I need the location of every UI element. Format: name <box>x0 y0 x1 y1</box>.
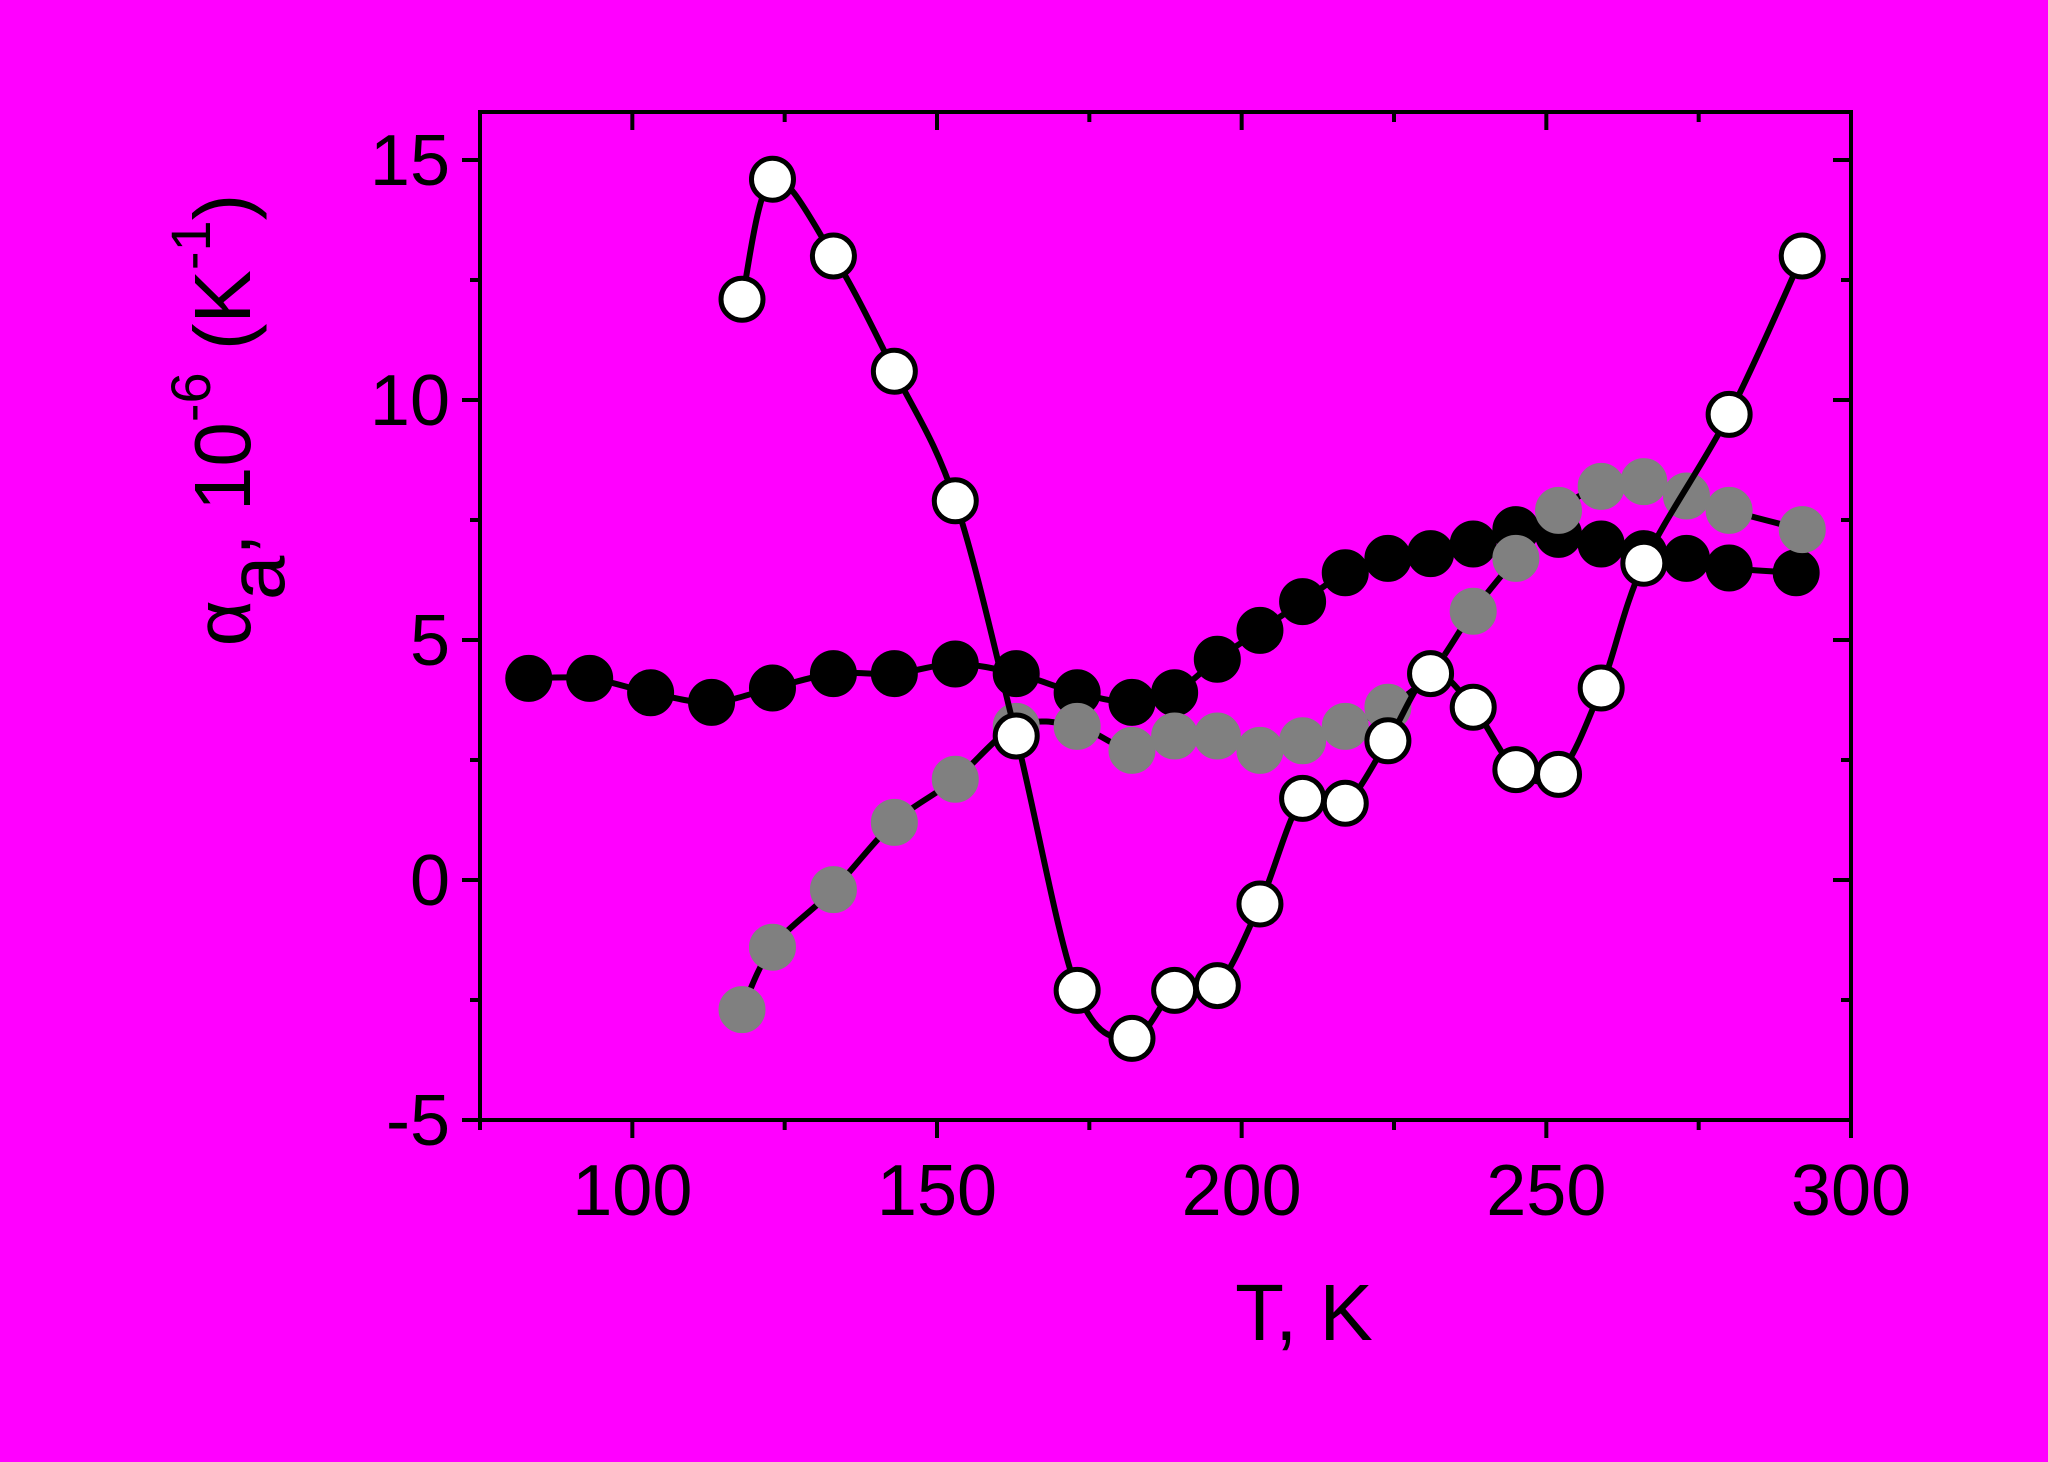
data-point <box>1236 726 1284 774</box>
data-point <box>1364 717 1412 765</box>
x-tick-label: 300 <box>1791 1151 1911 1231</box>
data-point <box>1449 520 1497 568</box>
data-point <box>1236 606 1284 654</box>
data-point <box>1407 650 1455 698</box>
data-point <box>870 347 918 395</box>
data-point <box>1053 702 1101 750</box>
plot-border <box>478 110 1853 1122</box>
y-tick-label: 5 <box>410 601 450 681</box>
data-point <box>1193 962 1241 1010</box>
data-point <box>1620 539 1668 587</box>
data-point <box>566 654 614 702</box>
data-point <box>688 678 736 726</box>
data-point <box>931 477 979 525</box>
data-point <box>1705 544 1753 592</box>
y-axis-title: αa, 10-6 (K-1) <box>159 194 301 647</box>
data-point <box>1577 462 1625 510</box>
data-point <box>1364 534 1412 582</box>
data-point <box>809 866 857 914</box>
data-point <box>1535 750 1583 798</box>
y-axis-exponent: -6 <box>159 372 222 422</box>
data-point <box>1321 549 1369 597</box>
y-axis-unit-exponent: -1 <box>159 220 222 270</box>
data-point <box>809 650 857 698</box>
y-axis-unit-open: (K <box>178 270 267 372</box>
data-point <box>1108 678 1156 726</box>
data-point <box>1279 717 1327 765</box>
data-point <box>1193 635 1241 683</box>
x-axis: 100 150 200 250 300 <box>478 112 1911 1231</box>
data-point <box>1053 966 1101 1014</box>
data-point <box>992 712 1040 760</box>
data-point <box>1662 534 1710 582</box>
data-point <box>1279 774 1327 822</box>
x-tick-label: 100 <box>572 1151 692 1231</box>
data-point <box>1577 664 1625 712</box>
data-point <box>1705 486 1753 534</box>
data-point <box>1492 746 1540 794</box>
data-point <box>1407 530 1455 578</box>
data-point <box>1108 1014 1156 1062</box>
data-point <box>1772 549 1820 597</box>
y-axis-unit-close: ) <box>178 194 267 221</box>
data-point <box>748 664 796 712</box>
data-point <box>1236 880 1284 928</box>
data-point <box>1620 458 1668 506</box>
y-axis-symbol: α <box>178 600 267 646</box>
series-3 <box>718 155 1826 1062</box>
data-point <box>1151 966 1199 1014</box>
x-tick-label: 250 <box>1486 1151 1606 1231</box>
data-point <box>1577 520 1625 568</box>
data-point <box>1193 712 1241 760</box>
x-tick-label: 150 <box>877 1151 997 1231</box>
data-point <box>1151 712 1199 760</box>
data-point <box>931 640 979 688</box>
y-tick-label: 0 <box>410 841 450 921</box>
data-point <box>1449 683 1497 731</box>
data-point <box>1108 726 1156 774</box>
data-point <box>627 669 675 717</box>
data-point <box>718 986 766 1034</box>
data-point <box>870 798 918 846</box>
data-point <box>1321 702 1369 750</box>
data-point <box>1321 779 1369 827</box>
data-point <box>1535 486 1583 534</box>
data-point <box>748 923 796 971</box>
y-axis: -5 0 5 10 15 <box>370 121 1851 1161</box>
data-point <box>1449 587 1497 635</box>
data-point <box>1778 506 1826 554</box>
x-axis-title: T, K <box>1235 1268 1373 1357</box>
y-tick-label: 10 <box>370 361 450 441</box>
data-point <box>1151 669 1199 717</box>
x-tick-label: 200 <box>1182 1151 1302 1231</box>
y-axis-subscript: a <box>212 555 301 600</box>
series-layer <box>505 155 1826 1062</box>
data-point <box>1492 534 1540 582</box>
data-point <box>1778 232 1826 280</box>
y-tick-label: -5 <box>386 1081 450 1161</box>
data-point <box>870 650 918 698</box>
data-point <box>1279 578 1327 626</box>
data-point <box>931 755 979 803</box>
data-point <box>718 275 766 323</box>
data-point <box>809 232 857 280</box>
data-point <box>1705 390 1753 438</box>
y-tick-label: 15 <box>370 121 450 201</box>
data-point <box>748 155 796 203</box>
y-axis-middle: , 10 <box>178 422 267 555</box>
plot-frame <box>478 110 1853 1122</box>
data-point <box>505 654 553 702</box>
